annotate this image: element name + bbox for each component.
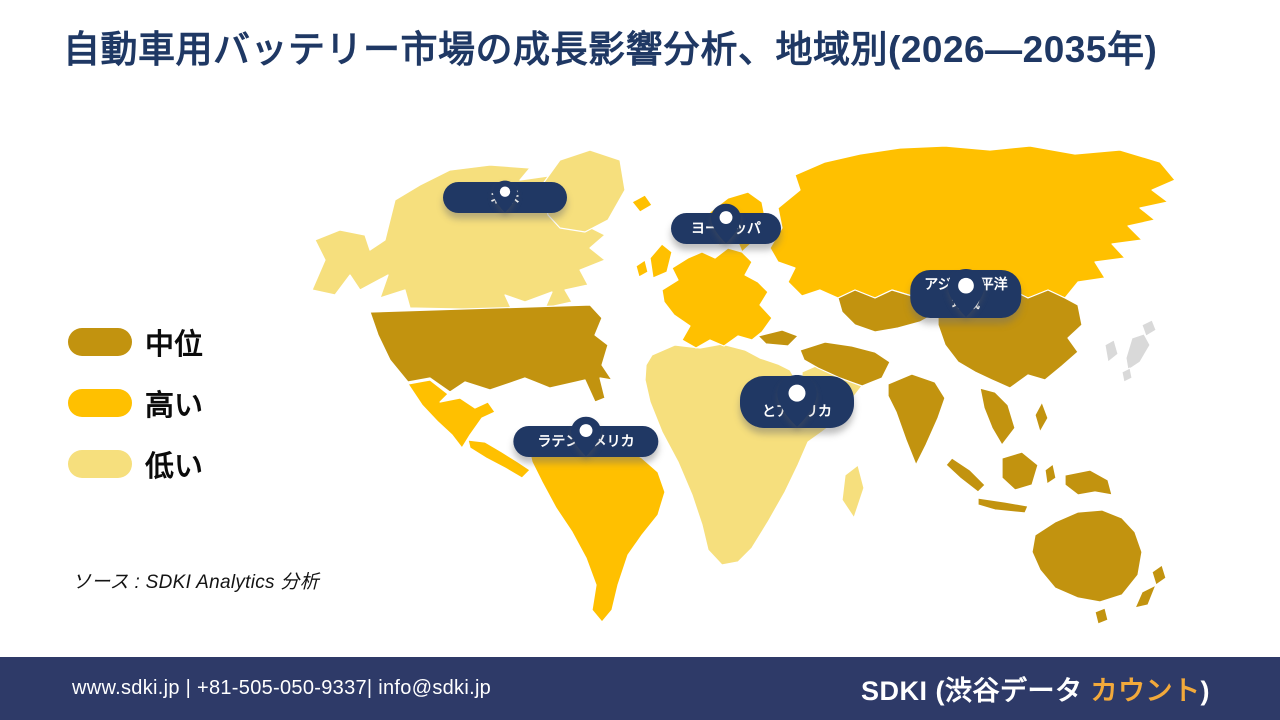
source-note: ソース : SDKI Analytics 分析 bbox=[72, 572, 320, 593]
legend-label-high: 高い bbox=[145, 390, 204, 422]
legend: 中位 高い 低い bbox=[68, 321, 203, 485]
legend-swatch-low bbox=[68, 450, 132, 478]
legend-swatch-high bbox=[68, 389, 132, 417]
world-map bbox=[311, 145, 1176, 625]
map-pin-icon bbox=[947, 268, 985, 317]
legend-label-medium: 中位 bbox=[145, 329, 204, 361]
pin-asia-pacific: アジア太平洋地域 bbox=[910, 268, 1022, 318]
map-regions-medium bbox=[369, 287, 1167, 625]
world-map-area: 北米 ヨーロッパ アジア太平洋地域 bbox=[290, 140, 1240, 655]
pin-north-america: 北米 bbox=[443, 180, 567, 213]
map-pin-icon bbox=[777, 375, 817, 427]
legend-item-high: 高い bbox=[68, 382, 203, 424]
footer-brand-accent: カウント bbox=[1090, 676, 1201, 706]
footer-brand-prefix: SDKI (渋谷データ bbox=[860, 676, 1091, 706]
footer-contact: www.sdki.jp | +81-505-050-9337| info@sdk… bbox=[72, 677, 492, 699]
map-pin-icon bbox=[571, 416, 601, 457]
legend-item-medium: 中位 bbox=[68, 321, 203, 363]
legend-swatch-medium bbox=[68, 328, 132, 356]
pin-middle-east-africa: 中東とアフリカ bbox=[740, 374, 854, 428]
legend-item-low: 低い bbox=[68, 443, 203, 485]
footer-brand-suffix: ) bbox=[1200, 676, 1210, 706]
footer-brand: SDKI (渋谷データ カウント) bbox=[861, 669, 1210, 708]
footer-bar: www.sdki.jp | +81-505-050-9337| info@sdk… bbox=[0, 657, 1280, 720]
pin-europe: ヨーロッパ bbox=[671, 203, 781, 244]
page-title: 自動車用バッテリー市場の成長影響分析、地域別(2026—2035年) bbox=[63, 29, 1158, 70]
pin-latin-america: ラテンアメリカ bbox=[513, 416, 659, 457]
map-regions-none bbox=[1104, 319, 1157, 383]
map-pin-icon bbox=[492, 180, 518, 213]
legend-label-low: 低い bbox=[145, 451, 204, 483]
map-pin-icon bbox=[711, 203, 741, 244]
